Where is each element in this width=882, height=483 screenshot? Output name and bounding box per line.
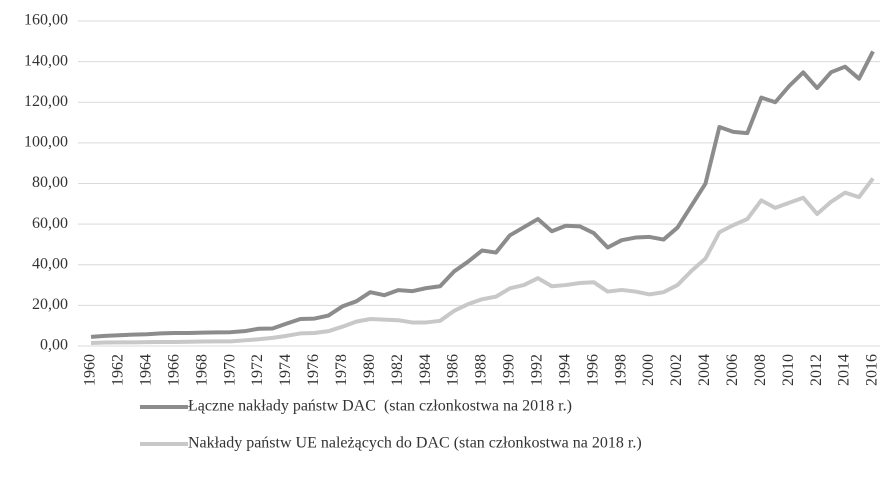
- x-tick-label: 1976: [305, 354, 322, 386]
- x-tick-label: 1962: [110, 354, 127, 386]
- x-tick-label: 1994: [556, 354, 573, 386]
- x-tick-label: 1974: [277, 354, 294, 386]
- x-tick-label: 1966: [165, 354, 182, 386]
- series-line: [90, 177, 875, 345]
- y-tick-label: 0,00: [40, 337, 68, 354]
- x-tick-label: 2012: [808, 354, 825, 386]
- x-tick-label: 1996: [584, 354, 601, 386]
- y-tick-label: 20,00: [32, 296, 68, 313]
- series-line: [90, 50, 875, 339]
- x-tick-label: 1960: [82, 354, 99, 386]
- y-tick-label: 60,00: [32, 215, 68, 232]
- x-tick-label: 2016: [864, 354, 881, 386]
- x-tick-label: 2010: [780, 354, 797, 386]
- y-tick-label: 40,00: [32, 255, 68, 272]
- y-tick-label: 140,00: [24, 52, 68, 69]
- y-tick-label: 80,00: [32, 174, 68, 191]
- x-tick-label: 1978: [333, 354, 350, 386]
- x-tick-label: 1998: [612, 354, 629, 386]
- x-tick-label: 1982: [389, 354, 406, 386]
- x-tick-label: 1984: [417, 354, 434, 386]
- y-tick-label: 160,00: [24, 12, 68, 29]
- x-tick-label: 1992: [529, 354, 546, 386]
- x-tick-label: 1968: [193, 354, 210, 386]
- x-tick-label: 1986: [445, 354, 462, 386]
- y-tick-label: 120,00: [24, 93, 68, 110]
- x-tick-label: 2002: [668, 354, 685, 386]
- x-tick-label: 1970: [221, 354, 238, 386]
- x-tick-label: 1988: [473, 354, 490, 386]
- x-tick-label: 1990: [501, 354, 518, 386]
- legend-label: Łączne nakłady państw DAC (stan członkos…: [188, 398, 572, 415]
- x-tick-label: 2006: [724, 354, 741, 386]
- x-tick-label: 1972: [249, 354, 266, 386]
- x-tick-label: 2008: [752, 354, 769, 386]
- x-tick-label: 2014: [836, 354, 853, 386]
- x-tick-label: 2000: [640, 354, 657, 386]
- x-tick-label: 1964: [138, 354, 155, 386]
- x-tick-label: 2004: [696, 354, 713, 386]
- x-tick-label: 1980: [361, 354, 378, 386]
- y-tick-label: 100,00: [24, 134, 68, 151]
- legend-label: Nakłady państw UE należących do DAC (sta…: [188, 435, 642, 452]
